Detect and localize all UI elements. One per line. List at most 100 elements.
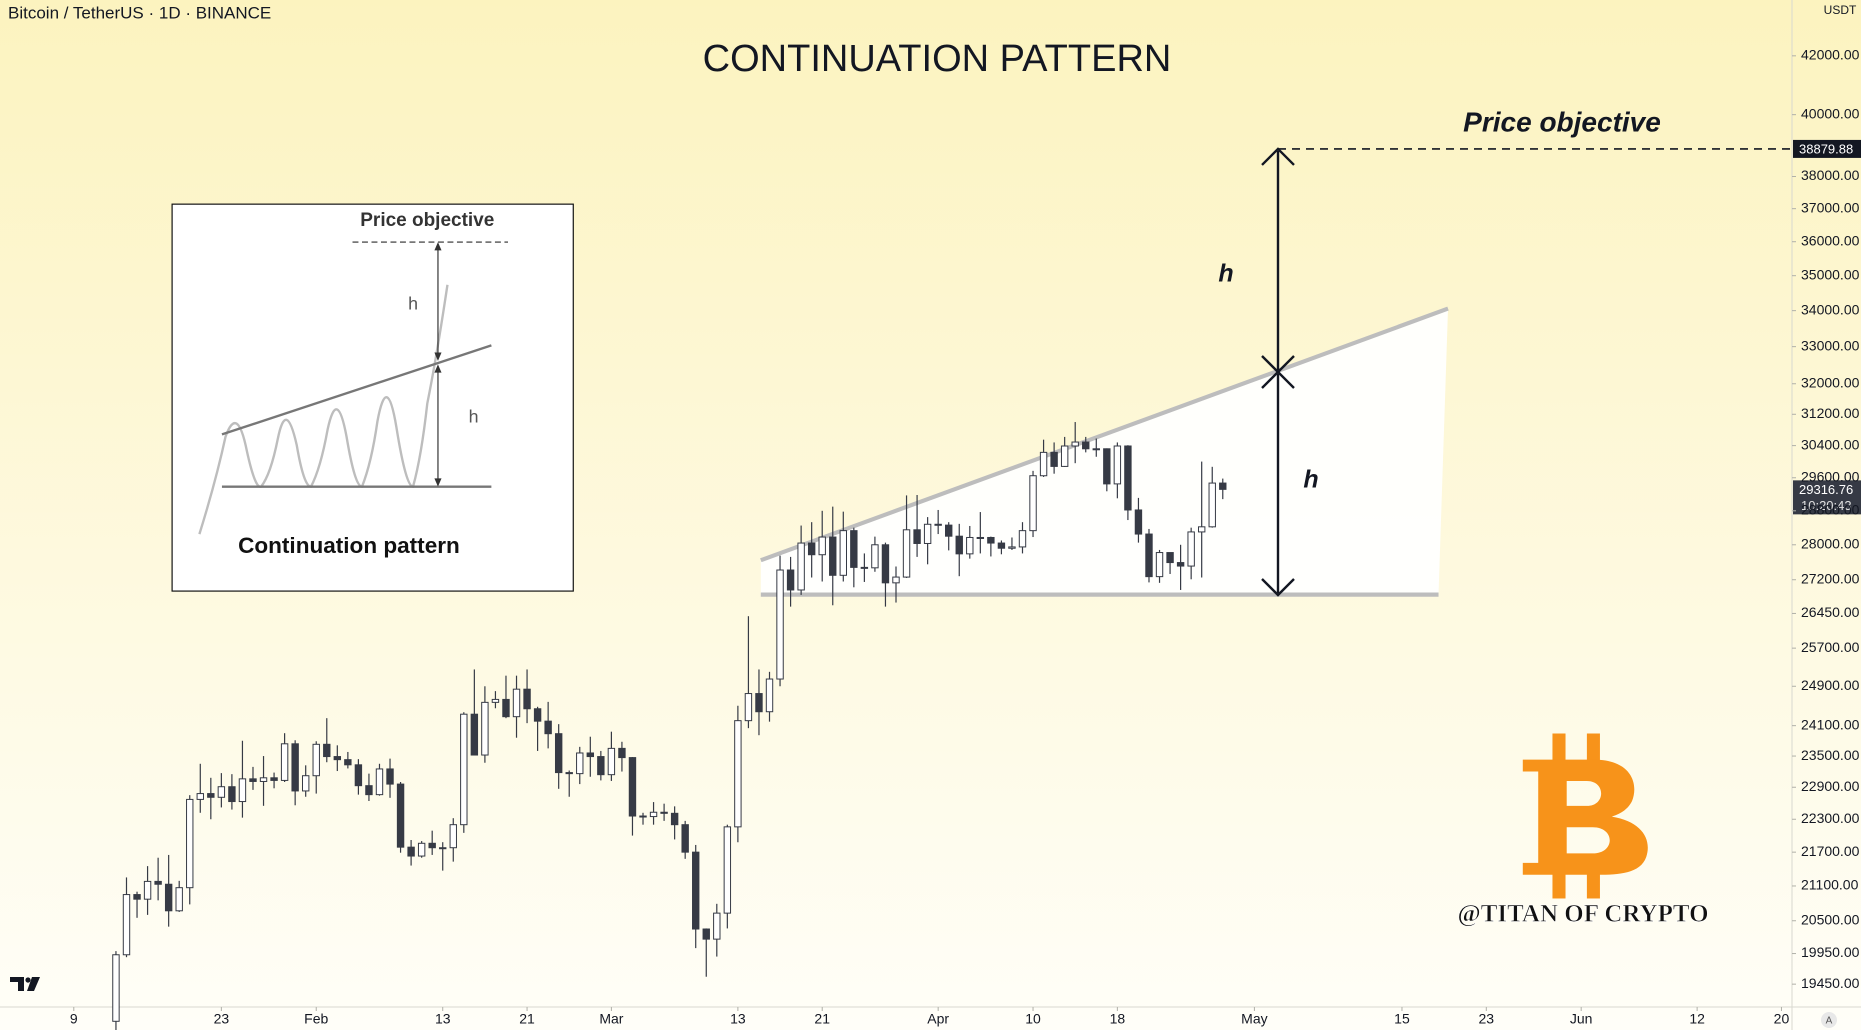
x-tick-label: 9 — [70, 1011, 78, 1027]
candle-body — [892, 576, 900, 584]
candle-body — [417, 842, 426, 857]
candle-body — [1071, 441, 1079, 447]
candle-body — [1208, 482, 1216, 528]
candle-body — [923, 523, 932, 544]
candle-body — [786, 569, 795, 591]
candle-body — [502, 698, 510, 718]
y-tick-label: 34000.00 — [1801, 301, 1860, 317]
candle-body — [375, 768, 384, 796]
candle-body — [1008, 546, 1016, 549]
candle-body — [428, 842, 436, 849]
currency-label[interactable]: USDT — [1824, 3, 1857, 17]
y-tick-label: 21100.00 — [1801, 877, 1859, 893]
candle-body — [1039, 451, 1048, 477]
candle-body — [934, 523, 942, 526]
candle-body — [365, 785, 373, 796]
candle-body — [407, 846, 415, 857]
x-tick-label: Mar — [599, 1011, 623, 1027]
y-tick-label: 30400.00 — [1801, 436, 1860, 452]
candle-body — [1050, 451, 1058, 467]
objective-price-tag — [1793, 139, 1861, 158]
candle-body — [491, 698, 500, 703]
candle-body — [207, 793, 215, 798]
candle-body — [597, 756, 605, 776]
chart-title: CONTINUATION PATTERN — [703, 38, 1172, 80]
candle-body — [565, 772, 573, 775]
y-tick-label: 38000.00 — [1801, 167, 1860, 183]
y-tick-label: 37000.00 — [1801, 199, 1860, 215]
candle-body — [112, 954, 120, 1022]
y-tick-label: 22300.00 — [1801, 810, 1860, 826]
candle-body — [460, 713, 468, 826]
candle-body — [902, 529, 911, 578]
candle-body — [997, 542, 1006, 549]
candle-body — [175, 887, 183, 912]
candle-body — [523, 688, 531, 710]
candle-body — [744, 693, 753, 722]
y-tick-label: 19950.00 — [1801, 944, 1860, 960]
candle-body — [586, 752, 595, 758]
candle-body — [576, 752, 584, 775]
x-tick-label: 21 — [814, 1011, 830, 1027]
candle-body — [1018, 530, 1027, 548]
inset-title: Price objective — [360, 210, 494, 231]
candle-body — [354, 764, 363, 787]
candle-body — [1082, 441, 1090, 450]
x-tick-label: 18 — [1110, 1011, 1126, 1027]
inset-arrowhead — [434, 242, 442, 251]
y-tick-label: 22900.00 — [1801, 778, 1860, 794]
y-tick-label: 24900.00 — [1801, 677, 1860, 693]
candle-body — [945, 524, 953, 537]
y-tick-label: 29600.00 — [1801, 468, 1860, 484]
x-tick-label: 20 — [1774, 1011, 1790, 1027]
x-tick-label: 23 — [214, 1011, 230, 1027]
candle-body — [544, 720, 552, 735]
y-tick-label: 23500.00 — [1801, 747, 1860, 763]
watermark: @TITAN OF CRYPTO — [1457, 901, 1708, 928]
tv-logo[interactable] — [10, 977, 40, 991]
auto-button[interactable]: A — [1826, 1016, 1833, 1027]
candle-body — [807, 542, 816, 556]
y-tick-label: 42000.00 — [1801, 47, 1860, 63]
candle-body — [323, 743, 331, 758]
candle-body — [249, 778, 257, 782]
candle-body — [850, 530, 858, 568]
candle-body — [238, 778, 247, 803]
inset-caption: Continuation pattern — [238, 533, 460, 558]
candle-body — [776, 569, 784, 680]
candle-body — [765, 678, 774, 713]
candle-body — [554, 733, 563, 774]
y-tick-label: 31200.00 — [1801, 405, 1860, 421]
x-tick-label: 10 — [1025, 1011, 1041, 1027]
symbol-header: Bitcoin / TetherUS · 1D · BINANCE — [8, 3, 271, 22]
auto-button-bg[interactable] — [1821, 1012, 1837, 1028]
candle-body — [1187, 531, 1195, 567]
candle-body — [628, 757, 637, 817]
last-price-label: 29316.76 — [1799, 482, 1853, 497]
candle-body — [259, 777, 268, 782]
candle-body — [312, 743, 320, 777]
inset-h-lower: h — [469, 406, 479, 426]
candle-body — [660, 811, 668, 814]
candle-body — [607, 747, 616, 776]
candle-body — [1060, 445, 1069, 467]
y-tick-label: 26450.00 — [1801, 604, 1860, 620]
y-tick-label: 35000.00 — [1801, 266, 1860, 282]
candle-body — [818, 536, 826, 556]
price-objective-label: Price objective — [1463, 106, 1661, 137]
candle-body — [333, 756, 342, 761]
candle-body — [470, 713, 479, 756]
x-tick-label: 13 — [730, 1011, 746, 1027]
candle-body — [228, 786, 236, 803]
arrowhead — [1261, 578, 1295, 597]
objective-price-label: 38879.88 — [1799, 141, 1853, 156]
candle-body — [1197, 526, 1206, 533]
candle-body — [164, 883, 173, 912]
candle-body — [955, 535, 963, 555]
h-upper-label: h — [1218, 260, 1233, 288]
candle-body — [829, 536, 837, 576]
candle-body — [154, 880, 162, 885]
inset-arrowhead — [434, 352, 442, 361]
candle-body — [122, 894, 131, 956]
y-tick-label: 28000.00 — [1801, 535, 1860, 551]
